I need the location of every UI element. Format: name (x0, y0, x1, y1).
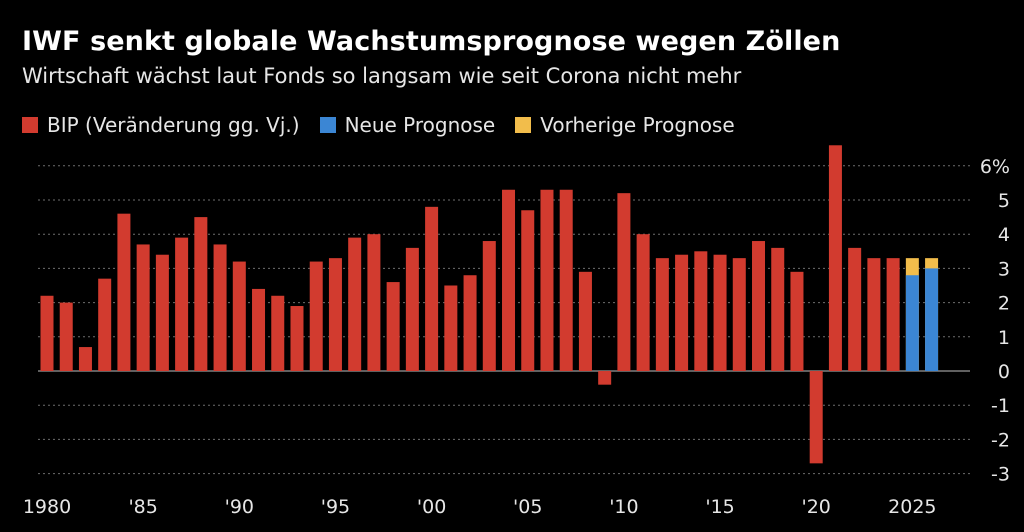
bar-gdp-1991 (252, 288, 266, 371)
y-tick-label: 0 (998, 361, 1010, 383)
bar-gdp-2022 (848, 247, 862, 371)
bar-gdp-2018 (771, 247, 785, 371)
legend-item-previous-forecast: Vorherige Prognose (515, 113, 735, 137)
bar-gdp-1981 (59, 302, 73, 371)
y-tick-label: -3 (991, 464, 1010, 486)
y-tick-label: -1 (991, 395, 1010, 417)
y-tick-label: 1 (998, 327, 1010, 349)
y-tick-label: 2 (998, 293, 1010, 315)
bar-gdp-2007 (559, 189, 573, 371)
bar-gdp-1984 (117, 213, 131, 371)
bar-gdp-1996 (348, 237, 362, 371)
legend-label-new-forecast: Neue Prognose (344, 113, 496, 137)
bar-gdp-1986 (155, 254, 169, 371)
bar-gdp-2003 (482, 241, 496, 371)
y-tick-label: 5 (998, 190, 1010, 212)
legend: BIP (Veränderung gg. Vj.) Neue Prognose … (22, 113, 755, 137)
bar-gdp-1998 (386, 282, 400, 371)
bar-gdp-1993 (290, 306, 304, 371)
bar-gdp-1987 (175, 237, 189, 371)
bar-gdp-2015 (713, 254, 727, 371)
bar-gdp-1983 (98, 278, 112, 371)
bar-gdp-2010 (617, 193, 631, 371)
x-tick-label: '90 (225, 496, 254, 518)
legend-swatch-new-forecast (319, 117, 336, 133)
y-tick-label: 6% (980, 156, 1010, 178)
bar-new-forecast-2026 (925, 268, 939, 371)
bar-gdp-2000 (425, 206, 439, 371)
bar-gdp-2021 (828, 145, 842, 371)
bar-gdp-1994 (309, 261, 323, 371)
bar-gdp-2019 (790, 271, 804, 371)
bar-gdp-1997 (367, 234, 381, 371)
bar-gdp-2005 (521, 210, 535, 371)
bar-gdp-2011 (636, 234, 650, 371)
x-tick-label: '20 (801, 496, 830, 518)
legend-item-gdp: BIP (Veränderung gg. Vj.) (22, 113, 300, 137)
bar-gdp-2004 (502, 189, 516, 371)
bar-gdp-2013 (675, 254, 689, 371)
y-tick-label: 4 (998, 224, 1010, 246)
x-tick-label: '00 (417, 496, 446, 518)
x-tick-label: '05 (513, 496, 542, 518)
legend-swatch-gdp (22, 117, 38, 133)
y-tick-label: 3 (998, 258, 1010, 280)
x-tick-label: 1980 (23, 496, 71, 518)
bar-gdp-2020 (809, 371, 823, 464)
bar-gdp-1980 (40, 295, 54, 371)
chart-title: IWF senkt globale Wachstumsprognose wege… (22, 26, 841, 57)
bar-gdp-2017 (752, 241, 766, 371)
bar-gdp-1988 (194, 217, 208, 371)
x-tick-label: '95 (321, 496, 350, 518)
legend-label-gdp: BIP (Veränderung gg. Vj.) (47, 113, 300, 137)
y-tick-label: -2 (991, 429, 1010, 451)
bar-gdp-1999 (405, 247, 419, 371)
x-tick-label: '85 (128, 496, 157, 518)
bar-gdp-1990 (232, 261, 246, 371)
legend-item-new-forecast: Neue Prognose (319, 113, 496, 137)
bar-gdp-1989 (213, 244, 227, 371)
bar-gdp-2009 (598, 371, 612, 385)
bar-gdp-2023 (867, 258, 881, 371)
legend-swatch-previous-forecast (515, 117, 532, 133)
bar-gdp-2024 (886, 258, 900, 371)
bar-gdp-1992 (271, 295, 285, 371)
bar-gdp-2006 (540, 189, 554, 371)
chart-subtitle: Wirtschaft wächst laut Fonds so langsam … (22, 64, 742, 88)
bar-gdp-1995 (328, 258, 342, 371)
bar-gdp-2014 (694, 251, 708, 371)
x-tick-label: '10 (609, 496, 638, 518)
bar-gdp-2008 (578, 271, 592, 371)
bar-gdp-2002 (463, 275, 477, 371)
bar-gdp-1985 (136, 244, 150, 371)
x-tick-label: 2025 (888, 496, 936, 518)
bar-gdp-1982 (78, 347, 92, 371)
bar-gdp-2012 (655, 258, 669, 371)
bar-new-forecast-2025 (905, 275, 919, 371)
x-tick-label: '15 (705, 496, 734, 518)
bar-gdp-2001 (444, 285, 458, 371)
legend-label-previous-forecast: Vorherige Prognose (540, 113, 735, 137)
bar-gdp-2016 (732, 258, 746, 371)
